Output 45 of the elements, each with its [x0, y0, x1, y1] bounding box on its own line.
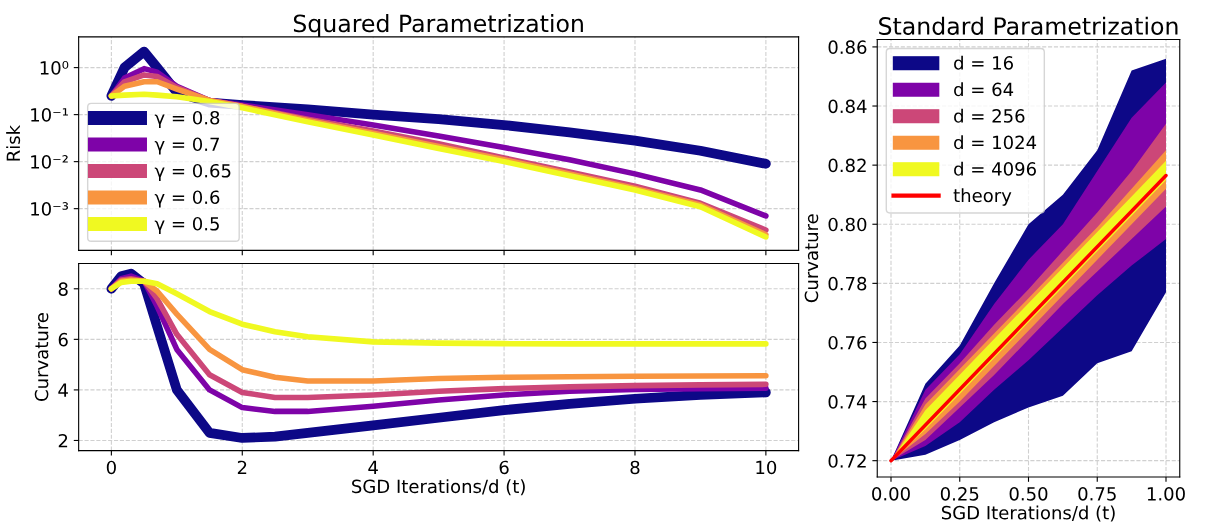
- legend-label: γ = 0.7: [154, 137, 219, 155]
- legend-label: d = 64: [954, 82, 1014, 97]
- legend-label: γ = 0.5: [154, 216, 219, 235]
- x-tick-label: 2: [237, 460, 247, 475]
- y-tick-label: 0.82: [828, 158, 866, 173]
- y-tick-label: 0.74: [828, 395, 867, 409]
- y-tick-label: 2: [58, 433, 68, 448]
- y-tick-label: 0.78: [828, 276, 867, 291]
- y-tick-label: 10⁻¹: [31, 108, 68, 122]
- y-tick-label: 6: [58, 332, 68, 347]
- y-axis-title: Curvature: [804, 214, 819, 303]
- legend-label: γ = 0.65: [154, 163, 231, 182]
- y-tick-label: 10⁰: [40, 61, 69, 75]
- y-tick-label: 0.86: [828, 40, 867, 55]
- y-axis-title: Risk: [6, 124, 21, 161]
- chart-title: Standard Parametrization: [879, 16, 1178, 35]
- legend-label: theory: [953, 188, 1012, 206]
- x-tick-label: 1.00: [1147, 486, 1185, 501]
- y-tick-label: 0.76: [828, 335, 867, 350]
- chart-title: Squared Parametrization: [293, 14, 583, 37]
- y-tick-label: 4: [58, 383, 68, 397]
- legend-label: d = 1024: [954, 135, 1037, 150]
- x-tick-label: 6: [499, 460, 509, 475]
- y-tick-label: 10⁻³: [31, 202, 69, 216]
- x-tick-label: 0.50: [1009, 486, 1048, 501]
- legend-label: γ = 0.6: [154, 190, 220, 208]
- x-tick-label: 0.25: [940, 486, 979, 501]
- legend-label: d = 16: [954, 55, 1013, 70]
- y-axis-title: Curvature: [34, 313, 49, 401]
- x-tick-label: 10: [756, 460, 777, 475]
- x-axis-title: SGD Iterations/d (t): [352, 479, 525, 496]
- x-tick-label: 4: [368, 460, 378, 475]
- x-tick-label: 8: [630, 460, 640, 475]
- y-tick-label: 0.84: [828, 99, 867, 114]
- y-tick-label: 8: [58, 282, 68, 296]
- legend-label: d = 4096: [954, 161, 1036, 176]
- y-tick-label: 0.72: [828, 454, 866, 468]
- x-tick-label: 0.00: [872, 486, 910, 501]
- y-tick-label: 10⁻²: [31, 155, 68, 169]
- x-tick-label: 0: [106, 460, 116, 475]
- legend-label: d = 256: [954, 108, 1025, 123]
- y-tick-label: 0.80: [828, 217, 867, 232]
- x-tick-label: 0.75: [1078, 486, 1116, 501]
- legend-label: γ = 0.8: [154, 110, 220, 129]
- x-axis-title: SGD Iterations/d (t): [941, 505, 1115, 522]
